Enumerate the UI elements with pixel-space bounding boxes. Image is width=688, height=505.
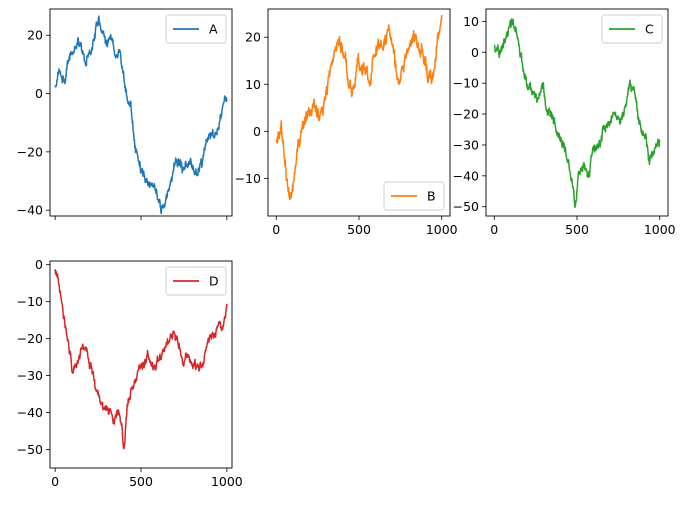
y-tick-label-b: 10 (245, 77, 261, 92)
x-tick-label-c: 500 (565, 222, 589, 237)
y-tick-label-d: −30 (17, 368, 43, 383)
y-tick-label-a: −20 (17, 144, 43, 159)
x-tick-label-c: 0 (490, 222, 498, 237)
y-tick-label-a: 20 (27, 28, 43, 43)
y-tick-label-b: 20 (245, 30, 261, 45)
legend-a: A (165, 14, 227, 44)
x-tick-label-b: 500 (347, 222, 371, 237)
y-tick-label-c: 0 (471, 45, 479, 60)
y-tick-label-c: −40 (453, 168, 479, 183)
x-tick-label-d: 500 (129, 474, 153, 489)
y-tick-label-c: 10 (463, 14, 479, 29)
y-tick-label-c: −10 (453, 76, 479, 91)
subplot-d: 0 −10 −20 −30 −40 −50 0 500 1000 D (17, 257, 243, 489)
legend-label-c: C (645, 22, 654, 37)
x-tick-label-c: 1000 (644, 222, 676, 237)
series-line-d (54, 269, 228, 450)
legend-c: C (601, 14, 663, 44)
series-line-b (275, 14, 443, 201)
x-tick-label-b: 1000 (426, 222, 458, 237)
y-tick-label-c: −20 (453, 107, 479, 122)
y-tick-label-a: 0 (35, 86, 43, 101)
y-tick-label-c: −30 (453, 137, 479, 152)
series-line-c (493, 18, 661, 209)
y-tick-label-d: −10 (17, 294, 43, 309)
legend-b: B (383, 181, 445, 211)
y-tick-label-d: 0 (35, 257, 43, 272)
legend-d: D (165, 266, 227, 296)
y-tick-label-b: 0 (253, 124, 261, 139)
y-tick-label-d: −50 (17, 442, 43, 457)
subplot-b: 20 10 0 −10 0 500 1000 B (235, 8, 458, 237)
series-line-a (54, 15, 228, 215)
x-tick-label-b: 0 (272, 222, 280, 237)
y-tick-label-d: −20 (17, 331, 43, 346)
y-tick-label-d: −40 (17, 405, 43, 420)
legend-label-d: D (209, 274, 219, 289)
y-tick-label-b: −10 (235, 171, 261, 186)
x-tick-label-d: 1000 (211, 474, 243, 489)
x-tick-label-d: 0 (51, 474, 59, 489)
legend-label-a: A (209, 22, 218, 37)
subplot-c: 10 0 −10 −20 −30 −40 −50 0 500 1000 C (453, 8, 676, 237)
legend-label-b: B (427, 189, 436, 204)
y-tick-label-a: −40 (17, 203, 43, 218)
y-tick-label-c: −50 (453, 199, 479, 214)
subplot-a: 20 0 −20 −40 A (17, 8, 233, 220)
